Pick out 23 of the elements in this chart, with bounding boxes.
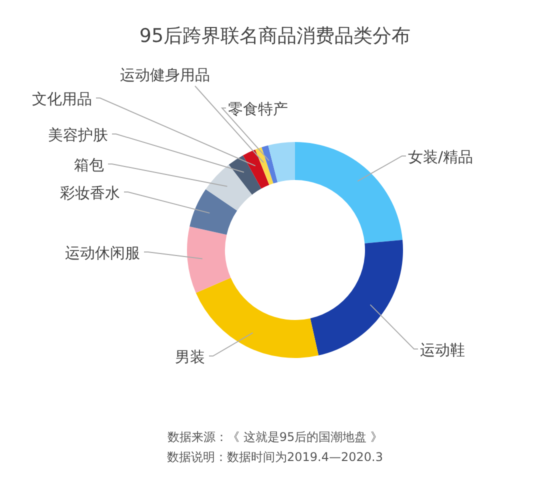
slice-label: 文化用品	[32, 90, 92, 108]
donut-slice	[228, 155, 262, 195]
donut-slice	[242, 150, 270, 189]
donut-slice	[310, 240, 403, 356]
donut-slice	[268, 142, 295, 182]
chart-title: 95后跨界联名商品消费品类分布	[139, 25, 411, 47]
slice-label: 女装/精品	[408, 148, 474, 166]
slice-label: 箱包	[74, 156, 104, 174]
slice-label: 运动休闲服	[65, 244, 140, 262]
donut-slice	[262, 145, 278, 184]
donut-slice	[295, 142, 403, 244]
slice-label: 彩妆香水	[60, 184, 120, 202]
text: 数据说明：数据时间为2019.4—2020.3	[167, 450, 383, 464]
slice-label: 男装	[175, 348, 205, 366]
donut-slice	[190, 189, 238, 235]
slice-label: 零食特产	[228, 100, 288, 118]
slice-label: 美容护肤	[48, 126, 108, 144]
donut-slice	[206, 164, 252, 211]
slice-label: 运动鞋	[420, 341, 465, 359]
source-note: 数据来源：《 这就是95后的国潮地盘 》	[168, 430, 382, 444]
donut-slice	[255, 147, 274, 185]
slice-label: 运动健身用品	[120, 66, 210, 84]
donut-slice	[187, 226, 231, 293]
